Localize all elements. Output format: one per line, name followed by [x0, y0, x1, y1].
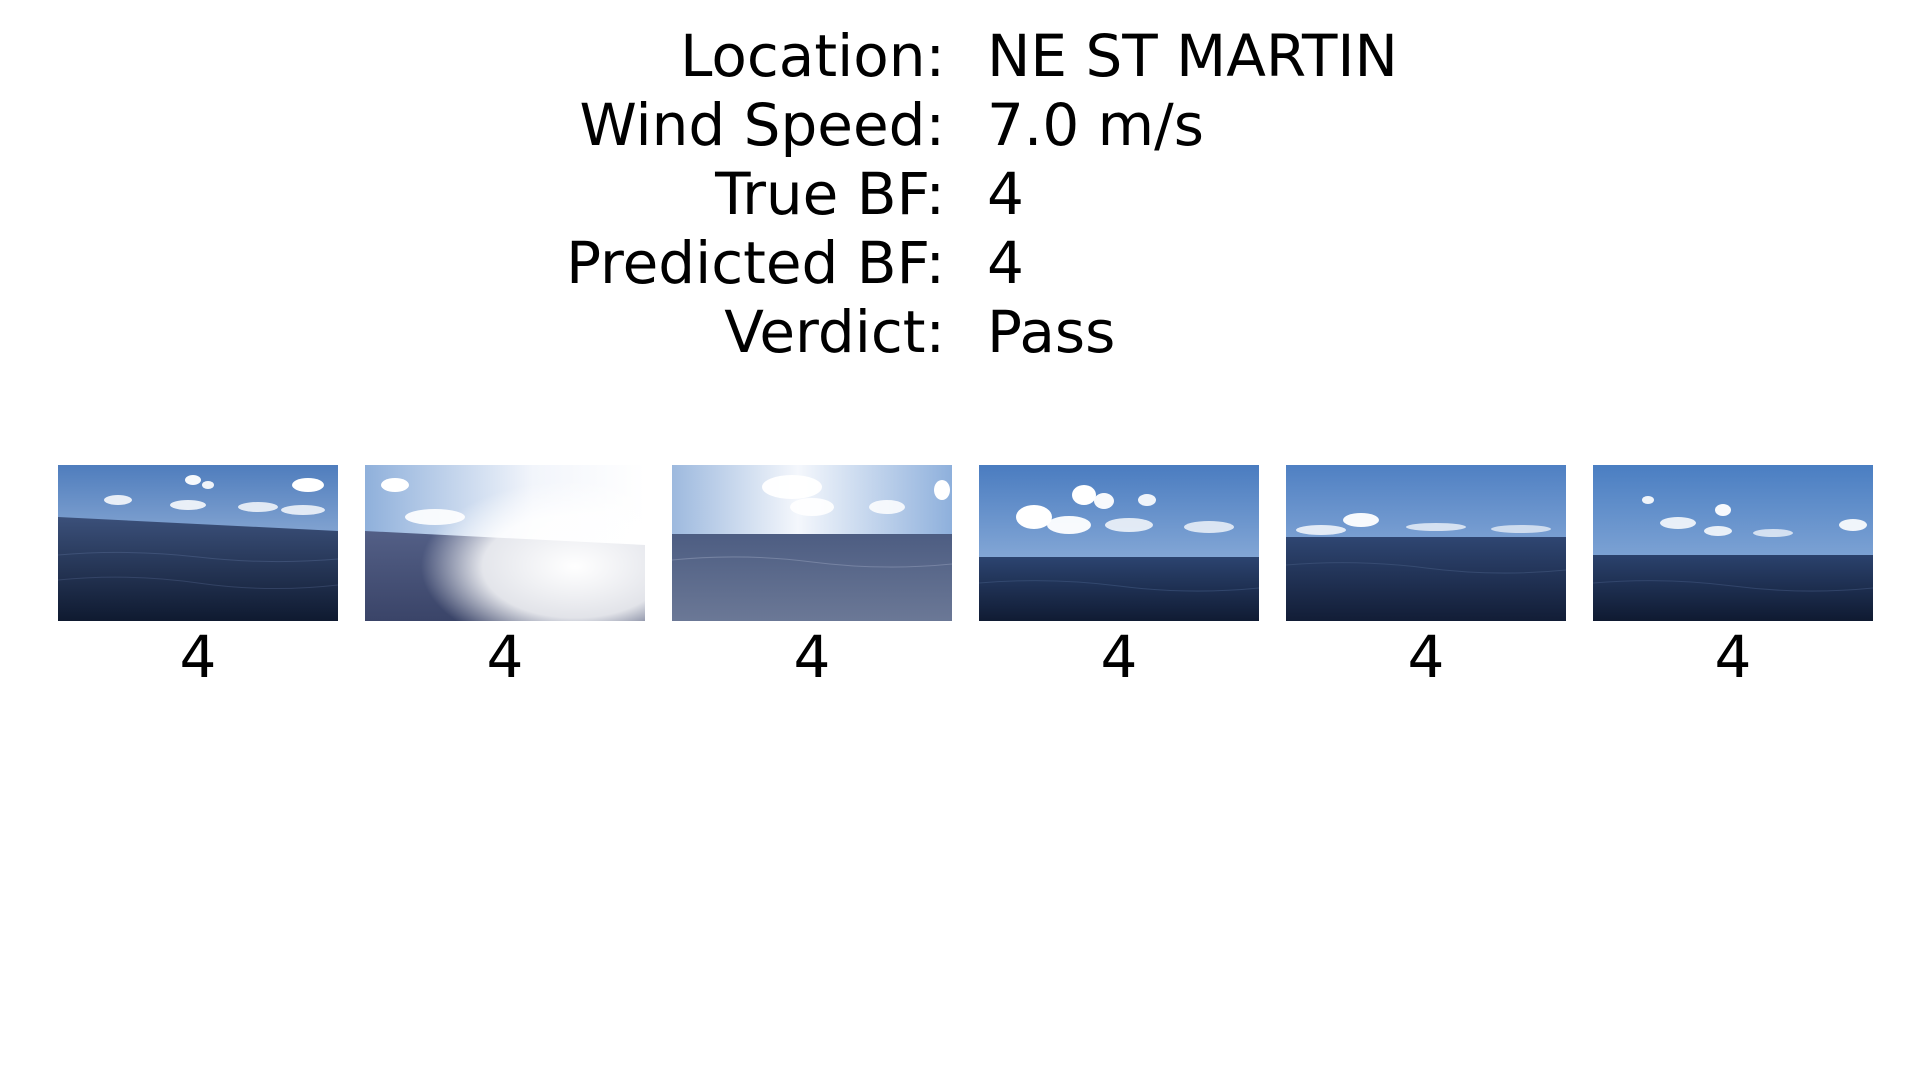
image-caption: 4	[1100, 623, 1138, 691]
sea-photo-icon	[1286, 465, 1566, 621]
wind-speed-value: 7.0 m/s	[987, 91, 1204, 159]
gallery-item: 4	[1286, 465, 1566, 693]
info-row-wind-speed: Wind Speed: 7.0 m/s	[0, 91, 1920, 160]
gallery-item: 4	[1593, 465, 1873, 693]
image-caption: 4	[1714, 623, 1752, 691]
info-row-location: Location: NE ST MARTIN	[0, 22, 1920, 91]
info-row-predicted-bf: Predicted BF: 4	[0, 229, 1920, 298]
sea-photo-icon	[672, 465, 952, 621]
wind-speed-label: Wind Speed:	[579, 91, 945, 159]
sea-photo-icon	[1593, 465, 1873, 621]
location-label: Location:	[680, 22, 945, 90]
info-block: Location: NE ST MARTIN Wind Speed: 7.0 m…	[0, 22, 1920, 367]
gallery-item: 4	[365, 465, 645, 693]
location-value: NE ST MARTIN	[987, 22, 1398, 90]
gallery-item: 4	[672, 465, 952, 693]
image-caption: 4	[1407, 623, 1445, 691]
gallery-item: 4	[58, 465, 338, 693]
verdict-label: Verdict:	[724, 298, 945, 366]
info-row-true-bf: True BF: 4	[0, 160, 1920, 229]
image-gallery: 4	[58, 465, 1878, 695]
true-bf-value: 4	[987, 160, 1024, 228]
predicted-bf-label: Predicted BF:	[566, 229, 945, 297]
image-caption: 4	[793, 623, 831, 691]
predicted-bf-value: 4	[987, 229, 1024, 297]
info-row-verdict: Verdict: Pass	[0, 298, 1920, 367]
sea-photo-icon	[365, 465, 645, 621]
sea-photo-icon	[979, 465, 1259, 621]
gallery-item: 4	[979, 465, 1259, 693]
image-caption: 4	[486, 623, 524, 691]
sea-photo-icon	[58, 465, 338, 621]
true-bf-label: True BF:	[715, 160, 945, 228]
image-caption: 4	[179, 623, 217, 691]
verdict-value: Pass	[987, 298, 1116, 366]
